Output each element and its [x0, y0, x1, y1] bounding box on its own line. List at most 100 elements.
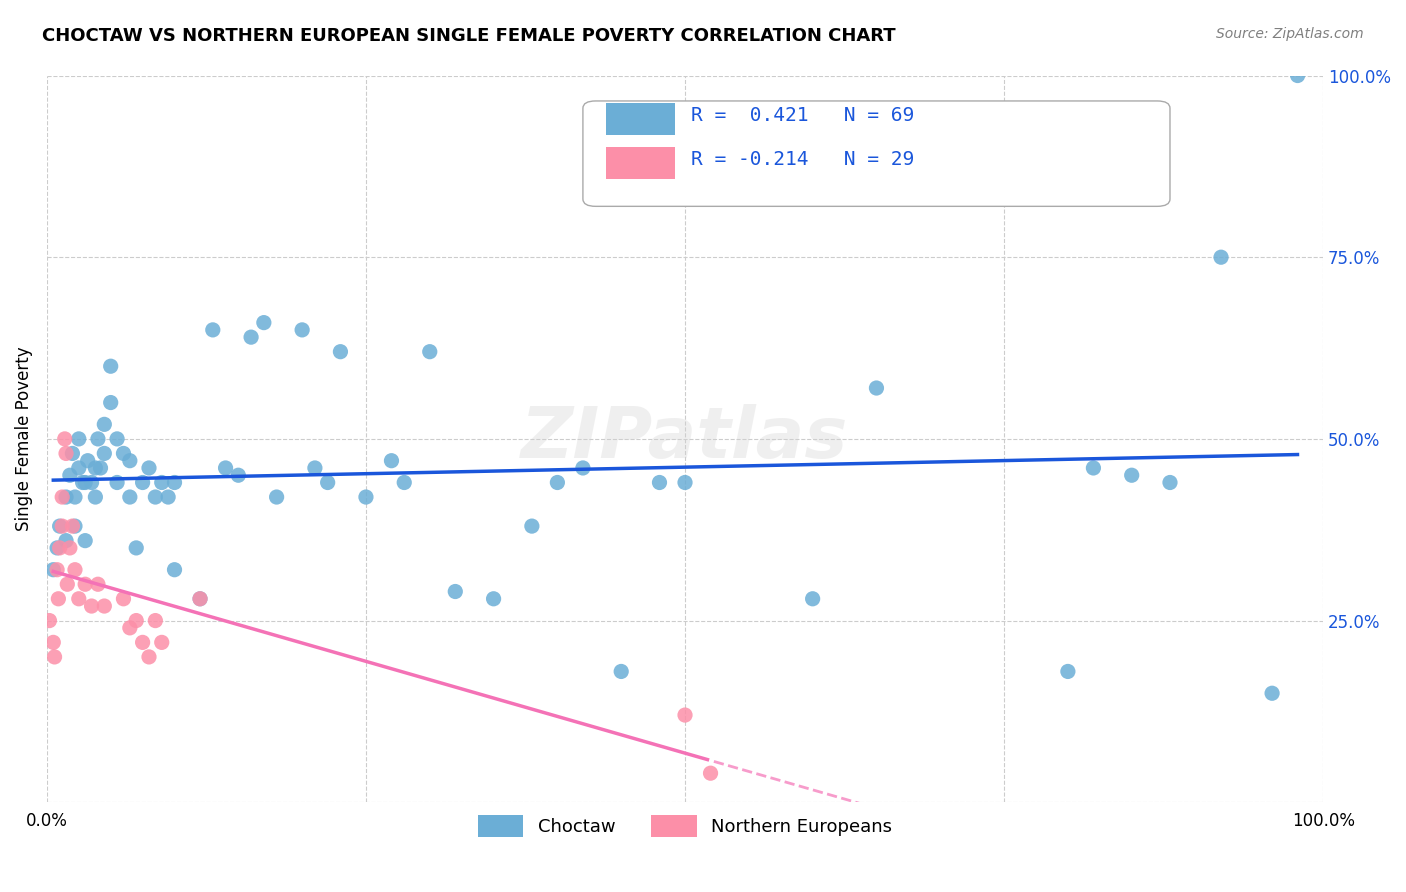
Northern Europeans — [80, 599, 103, 613]
Northern Europeans — [150, 635, 173, 649]
Choctaw — [648, 475, 671, 490]
Choctaw — [1261, 686, 1284, 700]
Choctaw — [163, 475, 186, 490]
Text: R =  0.421   N = 69: R = 0.421 N = 69 — [692, 106, 915, 125]
Choctaw — [125, 541, 148, 555]
Choctaw — [1083, 461, 1105, 475]
FancyBboxPatch shape — [583, 101, 1170, 206]
Choctaw — [112, 446, 135, 460]
Choctaw — [80, 475, 103, 490]
Choctaw — [67, 432, 90, 446]
Choctaw — [201, 323, 224, 337]
Northern Europeans — [67, 591, 90, 606]
Northern Europeans — [75, 577, 97, 591]
Choctaw — [150, 475, 173, 490]
Northern Europeans — [48, 541, 70, 555]
Choctaw — [354, 490, 377, 504]
Northern Europeans — [145, 614, 167, 628]
Choctaw — [304, 461, 326, 475]
Northern Europeans — [38, 614, 60, 628]
FancyBboxPatch shape — [606, 103, 675, 135]
Northern Europeans — [131, 635, 153, 649]
Northern Europeans — [51, 519, 73, 533]
Choctaw — [62, 446, 84, 460]
Northern Europeans — [63, 563, 86, 577]
Choctaw — [329, 344, 352, 359]
Choctaw — [1121, 468, 1143, 483]
Text: R = -0.214   N = 29: R = -0.214 N = 29 — [692, 150, 915, 169]
Northern Europeans — [56, 577, 79, 591]
Choctaw — [55, 533, 77, 548]
Choctaw — [84, 490, 107, 504]
Choctaw — [76, 453, 98, 467]
Choctaw — [214, 461, 236, 475]
Text: Source: ZipAtlas.com: Source: ZipAtlas.com — [1216, 27, 1364, 41]
Choctaw — [42, 563, 65, 577]
Northern Europeans — [188, 591, 211, 606]
Choctaw — [84, 461, 107, 475]
Choctaw — [546, 475, 568, 490]
Choctaw — [105, 432, 128, 446]
Northern Europeans — [51, 490, 73, 504]
Choctaw — [59, 468, 82, 483]
Choctaw — [118, 453, 141, 467]
Choctaw — [520, 519, 543, 533]
Choctaw — [1286, 69, 1309, 83]
Choctaw — [482, 591, 505, 606]
Northern Europeans — [62, 519, 84, 533]
Choctaw — [131, 475, 153, 490]
Choctaw — [291, 323, 314, 337]
Choctaw — [380, 453, 402, 467]
Northern Europeans — [112, 591, 135, 606]
Choctaw — [145, 490, 167, 504]
Choctaw — [673, 475, 696, 490]
Choctaw — [100, 359, 122, 374]
Text: CHOCTAW VS NORTHERN EUROPEAN SINGLE FEMALE POVERTY CORRELATION CHART: CHOCTAW VS NORTHERN EUROPEAN SINGLE FEMA… — [42, 27, 896, 45]
Choctaw — [572, 461, 595, 475]
Choctaw — [801, 591, 824, 606]
Choctaw — [266, 490, 288, 504]
Legend: Choctaw, Northern Europeans: Choctaw, Northern Europeans — [471, 807, 900, 844]
Choctaw — [163, 563, 186, 577]
Choctaw — [228, 468, 250, 483]
Choctaw — [157, 490, 180, 504]
Choctaw — [610, 665, 633, 679]
Choctaw — [72, 475, 94, 490]
Choctaw — [46, 541, 69, 555]
Northern Europeans — [93, 599, 115, 613]
Northern Europeans — [118, 621, 141, 635]
Choctaw — [55, 490, 77, 504]
Northern Europeans — [44, 649, 66, 664]
Choctaw — [865, 381, 887, 395]
Choctaw — [105, 475, 128, 490]
Text: ZIPatlas: ZIPatlas — [522, 404, 849, 474]
Northern Europeans — [87, 577, 110, 591]
Choctaw — [444, 584, 467, 599]
Northern Europeans — [55, 446, 77, 460]
Northern Europeans — [138, 649, 160, 664]
Choctaw — [118, 490, 141, 504]
Choctaw — [48, 519, 70, 533]
Choctaw — [253, 316, 276, 330]
Choctaw — [1057, 665, 1080, 679]
Choctaw — [1209, 250, 1232, 264]
Choctaw — [87, 432, 110, 446]
Choctaw — [63, 519, 86, 533]
Northern Europeans — [673, 708, 696, 723]
Choctaw — [89, 461, 111, 475]
Choctaw — [93, 417, 115, 432]
Northern Europeans — [48, 591, 70, 606]
Choctaw — [75, 475, 97, 490]
Northern Europeans — [46, 563, 69, 577]
Choctaw — [138, 461, 160, 475]
Choctaw — [100, 395, 122, 409]
Northern Europeans — [125, 614, 148, 628]
Y-axis label: Single Female Poverty: Single Female Poverty — [15, 347, 32, 532]
Choctaw — [75, 533, 97, 548]
Northern Europeans — [59, 541, 82, 555]
Northern Europeans — [53, 432, 76, 446]
Choctaw — [1159, 475, 1181, 490]
Choctaw — [188, 591, 211, 606]
Choctaw — [240, 330, 263, 344]
Choctaw — [394, 475, 416, 490]
